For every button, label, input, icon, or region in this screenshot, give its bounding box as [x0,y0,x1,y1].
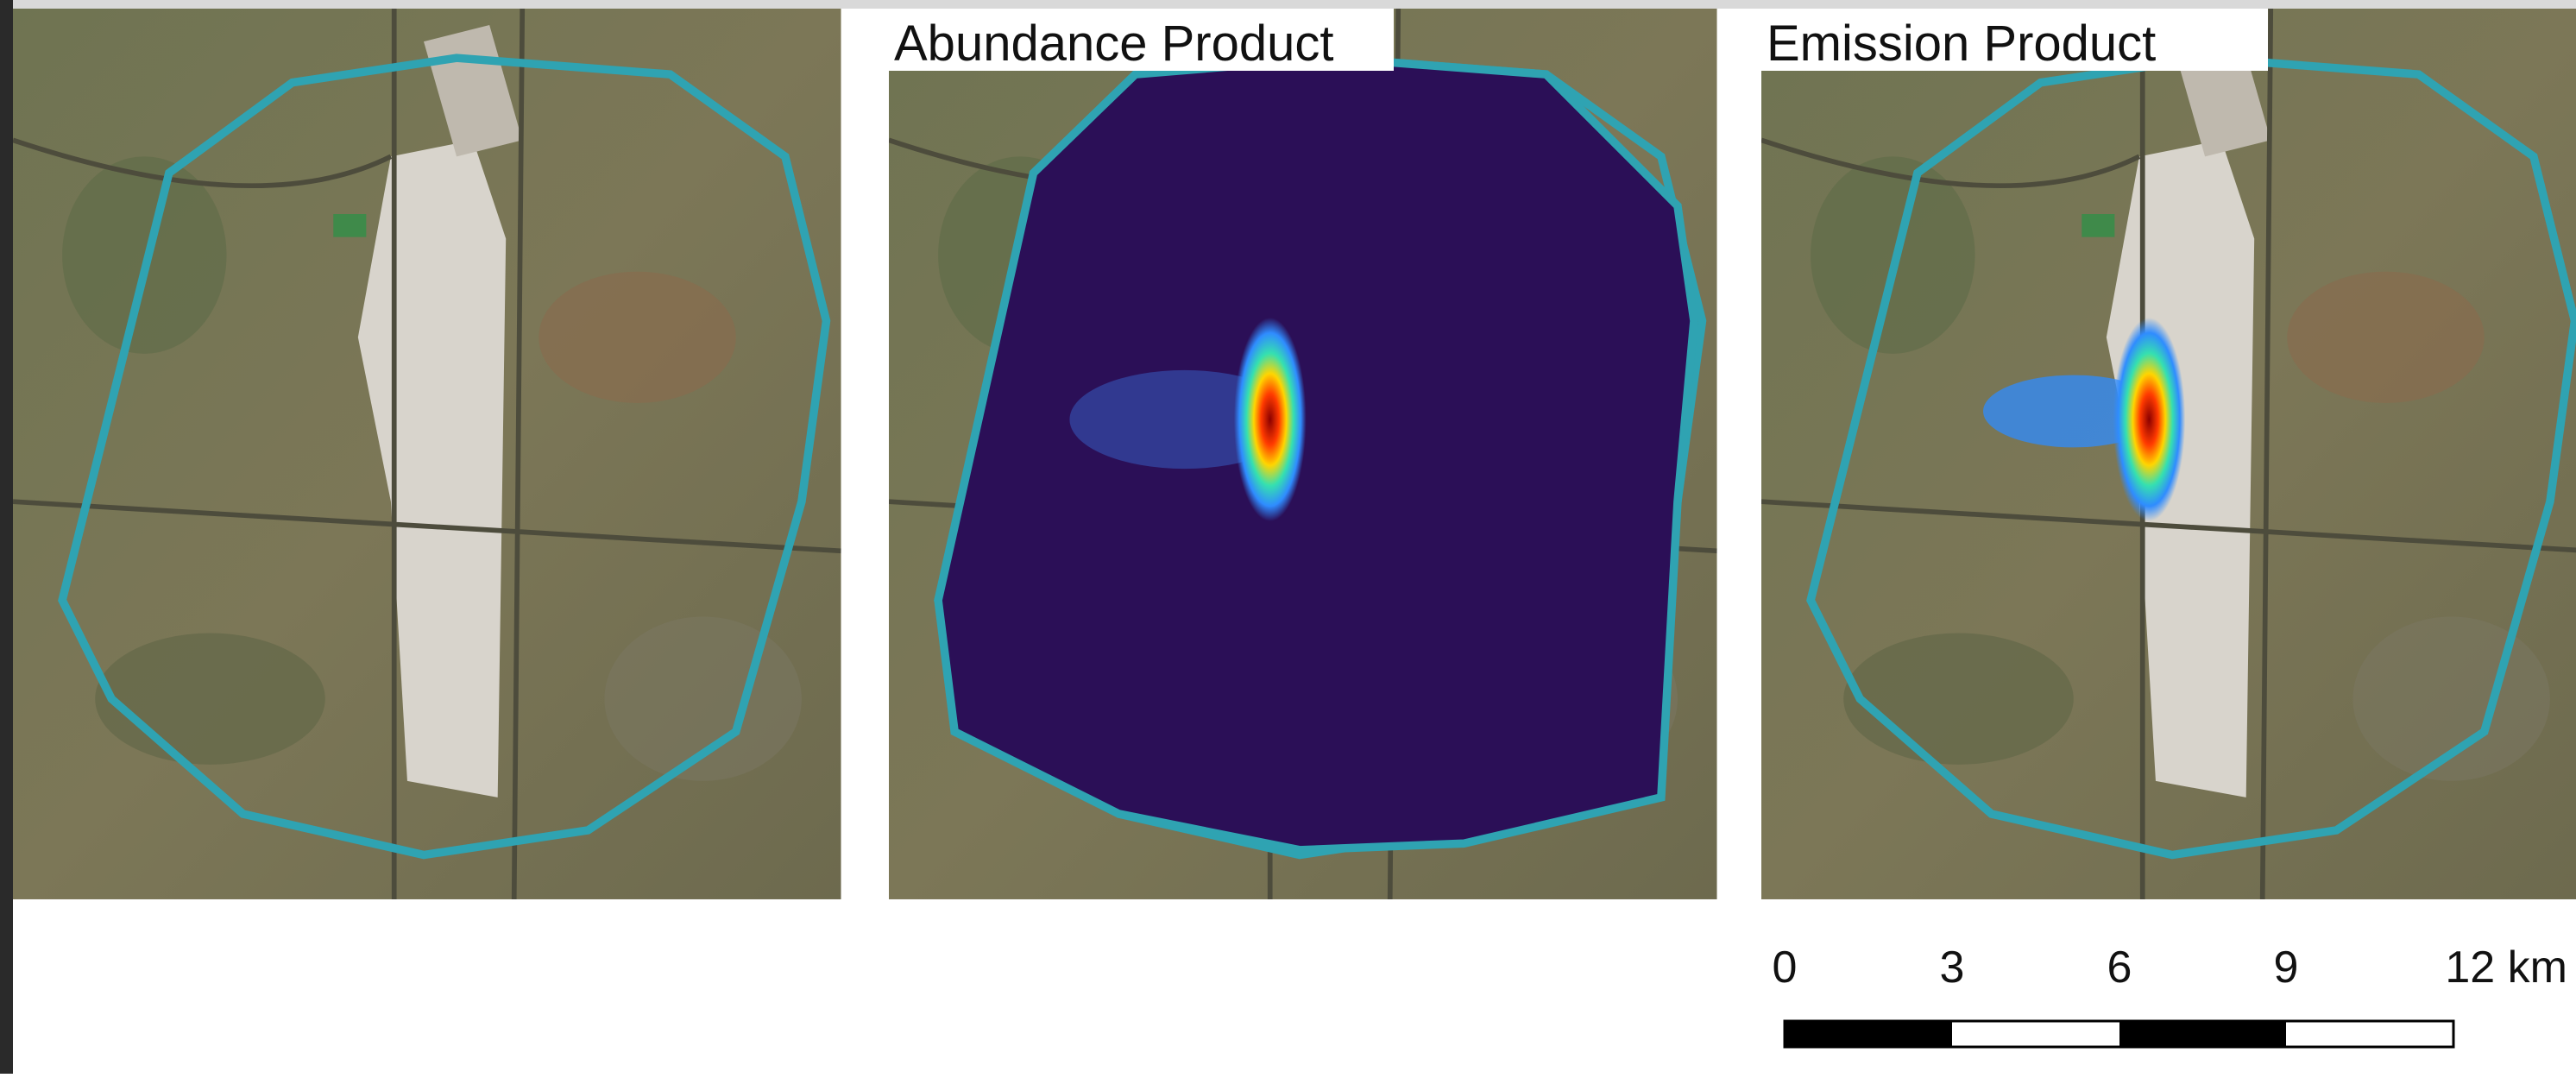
satellite-panel [13,9,841,899]
abundance-panel [889,9,1717,899]
panel-title: Emission Product [1767,16,2156,72]
top-strip [13,0,2576,9]
left-border [0,0,13,1074]
title-box [889,9,1394,71]
scale-label: 9 [2274,942,2299,993]
title-box [1761,9,2268,71]
emission-panel [1761,9,2576,899]
scale-label: 12 km [2445,942,2567,993]
scale-segment [2119,1021,2286,1047]
scale-segment [1785,1021,1952,1047]
panel-title: Abundance Product [894,16,1333,72]
scale-label: 6 [2107,942,2132,993]
scale-label: 0 [1773,942,1798,993]
scale-bar: 0 3 6 9 12 km [1773,942,2567,1049]
scale-label: 3 [1940,942,1965,993]
